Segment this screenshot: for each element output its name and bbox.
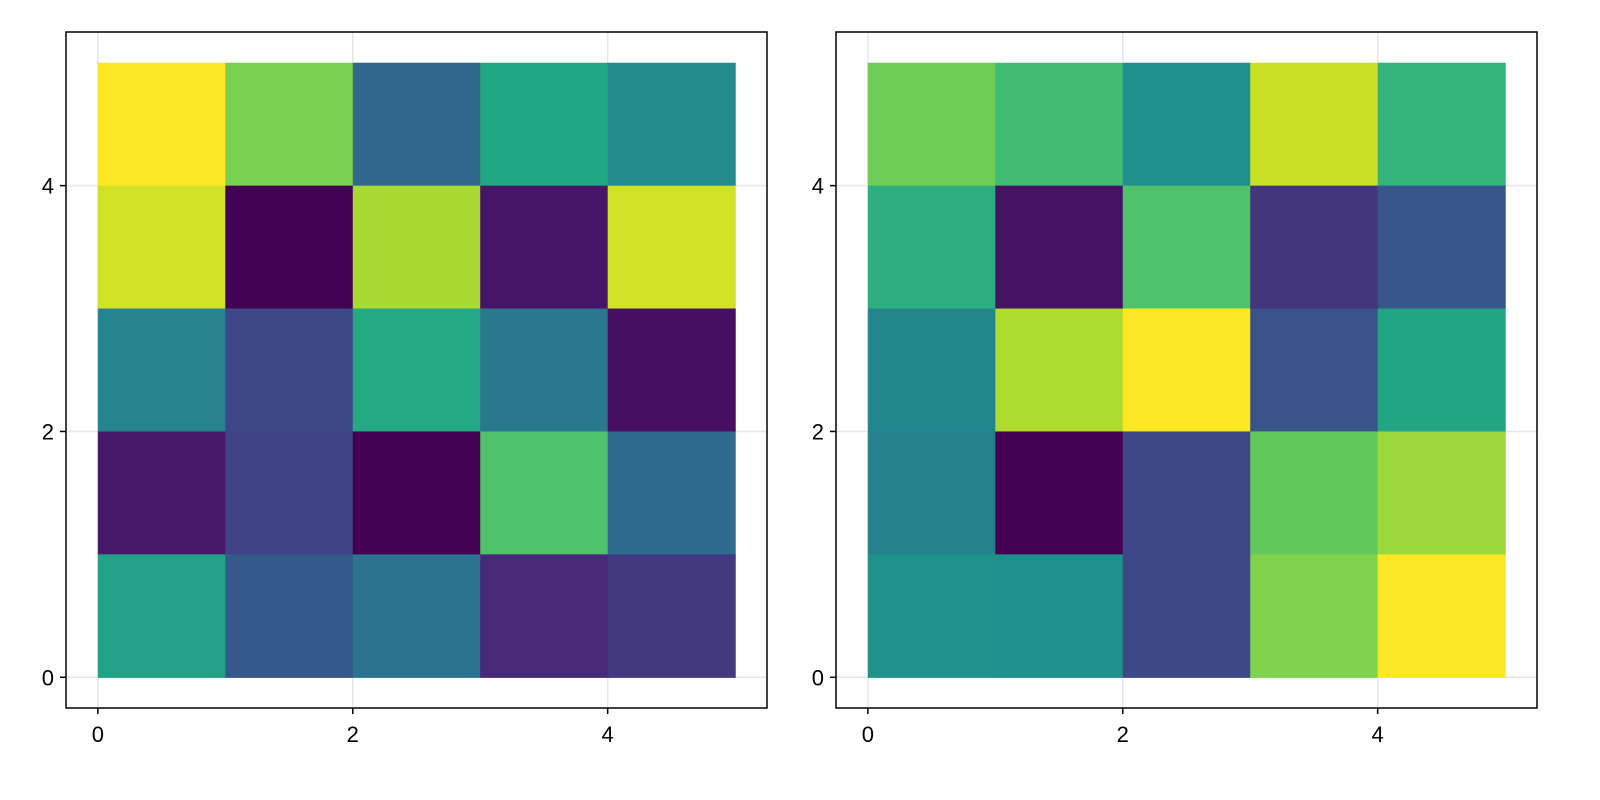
- x-tick-label: 2: [1117, 722, 1129, 747]
- heatmap-cell: [867, 62, 996, 187]
- heatmap-cell: [1122, 431, 1251, 555]
- heatmap-cell: [225, 308, 354, 433]
- x-tick-label: 0: [862, 722, 874, 747]
- heatmap-cell: [352, 308, 481, 433]
- heatmap-cell: [1377, 62, 1506, 187]
- heatmap-cell: [867, 554, 996, 678]
- heatmap-cell: [995, 185, 1124, 310]
- y-tick-label: 4: [812, 174, 824, 199]
- x-tick-label: 0: [92, 722, 104, 747]
- heatmap-cell: [995, 431, 1124, 555]
- heatmap-cell: [1122, 308, 1251, 433]
- axes-frame: [65, 31, 768, 709]
- heatmap-panel-right: 0 2 4 0 2 4: [812, 31, 1538, 747]
- y-tick-label: 2: [812, 419, 824, 444]
- heatmap-cell: [867, 431, 996, 555]
- heatmap-cell: [97, 308, 226, 433]
- y-tick-label: 0: [42, 665, 54, 690]
- heatmap-cell: [97, 554, 226, 678]
- x-tick-label: 2: [347, 722, 359, 747]
- heatmap-cell: [1377, 554, 1506, 678]
- heatmap-cell: [995, 62, 1124, 187]
- heatmap-cell: [1122, 554, 1251, 678]
- heatmap-cell: [1250, 62, 1379, 187]
- heatmap-cell: [1250, 431, 1379, 555]
- heatmap-cell: [607, 554, 736, 678]
- heatmap-cell: [1377, 185, 1506, 310]
- heatmap-cell: [480, 185, 609, 310]
- x-tick-label: 4: [1372, 722, 1384, 747]
- heatmap-cell: [480, 308, 609, 433]
- y-tick-label: 0: [812, 665, 824, 690]
- axes-frame: [835, 31, 1538, 709]
- y-tick-label: 4: [42, 174, 54, 199]
- heatmap-cell: [225, 554, 354, 678]
- heatmap-cell: [352, 431, 481, 555]
- heatmap-cell: [97, 185, 226, 310]
- heatmap-cell: [97, 431, 226, 555]
- heatmap-panel-left: 0 2 4 0 2 4: [42, 31, 768, 747]
- heatmap-cell: [1122, 62, 1251, 187]
- heatmap-cell: [607, 431, 736, 555]
- heatmap-cell: [607, 185, 736, 310]
- x-tick-label: 4: [602, 722, 614, 747]
- heatmap-cell: [352, 185, 481, 310]
- heatmap-cell: [1250, 308, 1379, 433]
- heatmap-cell: [225, 431, 354, 555]
- heatmap-cell: [867, 308, 996, 433]
- heatmap-cell: [97, 62, 226, 187]
- heatmap-cell: [995, 308, 1124, 433]
- heatmap-cell: [995, 554, 1124, 678]
- heatmap-cell: [1377, 431, 1506, 555]
- heatmap-cell: [480, 554, 609, 678]
- heatmap-cell: [225, 185, 354, 310]
- heatmap-cell: [225, 62, 354, 187]
- heatmap-cell: [867, 185, 996, 310]
- heatmap-cell: [352, 554, 481, 678]
- heatmap-cell: [607, 308, 736, 433]
- heatmap-cell: [480, 62, 609, 187]
- heatmap-cell: [352, 62, 481, 187]
- heatmap-cell: [480, 431, 609, 555]
- heatmap-cell: [607, 62, 736, 187]
- heatmap-cell: [1377, 308, 1506, 433]
- heatmap-cell: [1122, 185, 1251, 310]
- y-tick-label: 2: [42, 419, 54, 444]
- heatmap-cell: [1250, 554, 1379, 678]
- heatmap-cell: [1250, 185, 1379, 310]
